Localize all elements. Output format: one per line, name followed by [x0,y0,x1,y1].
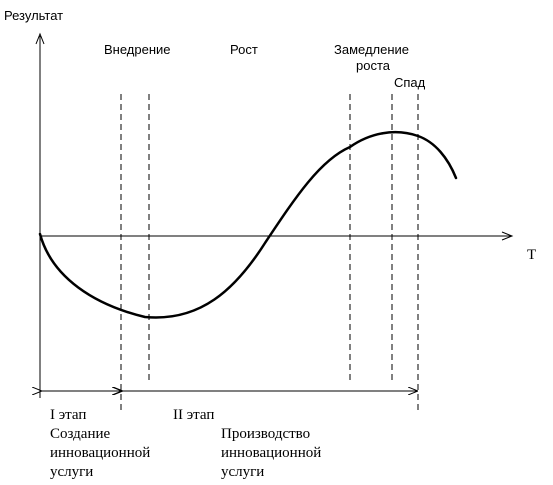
x-axis-arrowhead [501,231,514,241]
y-axis-label: Результат [4,8,64,23]
phase-label-decline: Спад [394,75,426,90]
stage2-desc-line3: услуги [221,464,265,480]
stage1-desc-line3: услуги [50,464,94,480]
lifecycle-curve [38,130,458,319]
stage2-desc-line2: инновационной [221,445,322,461]
phase-label-slowdown-line1: Замедление [334,42,410,57]
stage2-title: II этап [173,407,215,423]
stage2-desc-line1: Производство [221,426,311,442]
stage1-desc-line2: инновационной [50,445,151,461]
phase-label-introduction: Внедрение [104,42,171,57]
stage1-title: I этап [50,407,87,423]
x-axis-label: Т [527,247,537,263]
phase-label-growth: Рост [230,42,258,57]
y-axis-arrowhead [35,32,45,45]
phase-label-slowdown-line2: роста [356,58,390,73]
stage1-desc-line1: Создание [50,426,111,442]
